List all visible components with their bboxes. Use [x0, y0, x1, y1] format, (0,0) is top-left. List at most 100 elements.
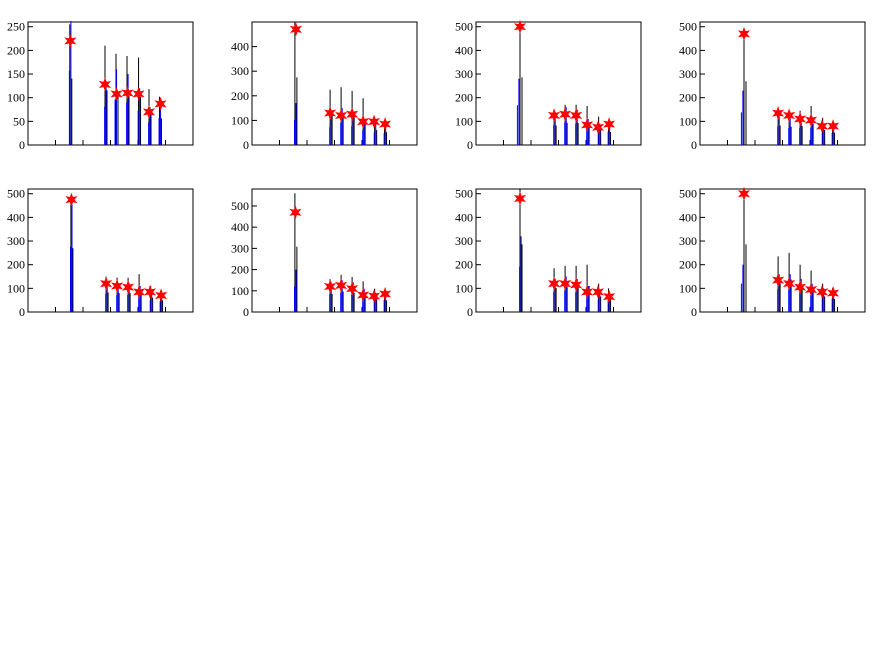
peak-marker — [737, 186, 751, 201]
peak-marker — [805, 113, 818, 128]
chart-panel-c4: 0 100 200 300 400 500 — [7, 187, 194, 319]
peak-marker — [289, 205, 302, 220]
y-tick-label: 200 — [679, 258, 697, 272]
peak-marker — [816, 119, 829, 134]
peak-marker — [379, 286, 392, 301]
y-tick-label: 200 — [231, 89, 249, 103]
peak-marker — [592, 120, 605, 135]
y-tick-label: 200 — [7, 258, 25, 272]
peak-marker — [121, 85, 134, 100]
peak-marker — [827, 286, 840, 301]
peak-marker — [379, 117, 392, 132]
y-tick-label: 500 — [231, 199, 249, 213]
plot-frame — [27, 21, 194, 146]
y-tick-label: 200 — [231, 263, 249, 277]
y-tick-label: 200 — [455, 91, 473, 105]
plot-frame — [27, 188, 194, 313]
peak-marker — [335, 278, 348, 293]
y-tick-label: 500 — [455, 187, 473, 201]
y-tick-label: 300 — [455, 67, 473, 81]
peak-marker — [335, 108, 348, 123]
y-tick-label: 0 — [243, 138, 249, 152]
y-tick-label: 200 — [455, 258, 473, 272]
y-tick-label: 300 — [679, 234, 697, 248]
peak-marker — [368, 114, 381, 129]
peak-marker — [548, 108, 561, 123]
chart-panel-c6: 0 100 200 300 400 500 — [455, 187, 642, 319]
peak-marker — [737, 26, 751, 41]
y-tick-label: 100 — [679, 114, 697, 128]
peak-marker — [142, 104, 156, 119]
peak-marker — [98, 77, 112, 92]
y-tick-label: 300 — [679, 67, 697, 81]
peak-marker — [100, 276, 113, 291]
y-tick-label: 200 — [679, 91, 697, 105]
y-tick-label: 0 — [467, 305, 473, 319]
y-tick-label: 0 — [467, 138, 473, 152]
peak-marker — [603, 289, 616, 304]
peak-marker — [65, 192, 78, 207]
y-tick-label: 400 — [231, 40, 249, 54]
peak-marker — [581, 284, 594, 299]
peak-marker — [324, 279, 337, 294]
peak-marker — [548, 276, 561, 291]
plot-frame — [475, 188, 642, 313]
y-tick-label: 400 — [455, 210, 473, 224]
peak-marker — [368, 289, 381, 304]
chart-panel-c0: 0 50 100 150 200 250 — [7, 20, 194, 152]
plot-frame — [251, 21, 418, 146]
y-tick-label: 0 — [691, 305, 697, 319]
peak-marker — [794, 111, 807, 126]
peak-marker — [783, 276, 796, 291]
plot-frame — [475, 21, 642, 146]
y-tick-label: 50 — [13, 114, 25, 128]
peak-marker — [110, 86, 123, 101]
peak-marker — [346, 107, 359, 122]
y-tick-label: 400 — [679, 210, 697, 224]
y-tick-label: 500 — [679, 187, 697, 201]
chart-panel-c1: 0 100 200 300 400 — [231, 21, 418, 152]
peak-marker — [772, 273, 785, 288]
peak-marker — [581, 117, 594, 132]
y-tick-label: 500 — [679, 20, 697, 34]
y-tick-label: 400 — [231, 220, 249, 234]
y-tick-label: 300 — [455, 234, 473, 248]
peak-marker — [559, 107, 572, 122]
peak-marker — [133, 284, 146, 299]
peak-marker — [816, 284, 829, 299]
y-tick-label: 0 — [691, 138, 697, 152]
peak-marker — [592, 284, 605, 299]
peak-marker — [357, 288, 370, 303]
peak-marker — [144, 284, 157, 299]
peak-marker — [559, 276, 572, 291]
y-tick-label: 300 — [231, 64, 249, 78]
peak-marker — [827, 119, 840, 134]
y-tick-label: 300 — [231, 241, 249, 255]
y-tick-label: 150 — [7, 67, 25, 81]
chart-panel-c2: 0 100 200 300 400 500 — [455, 19, 642, 152]
y-tick-label: 300 — [7, 234, 25, 248]
peak-marker — [132, 86, 145, 101]
chart-panel-c7: 0 100 200 300 400 500 — [679, 186, 866, 319]
peak-marker — [324, 106, 337, 121]
peak-marker — [794, 280, 807, 295]
y-tick-label: 400 — [7, 210, 25, 224]
y-tick-label: 100 — [455, 281, 473, 295]
peak-marker — [111, 278, 124, 293]
peak-marker — [603, 117, 616, 132]
peak-marker — [513, 191, 527, 206]
plot-frame — [251, 188, 418, 313]
y-tick-label: 200 — [7, 43, 25, 57]
y-tick-label: 100 — [679, 281, 697, 295]
y-tick-label: 100 — [7, 91, 25, 105]
y-tick-label: 100 — [7, 281, 25, 295]
y-tick-label: 500 — [7, 187, 25, 201]
y-tick-label: 0 — [19, 305, 25, 319]
peak-marker — [570, 108, 583, 123]
y-tick-label: 400 — [455, 43, 473, 57]
chart-panel-c5: 0 100 200 300 400 500 — [231, 188, 418, 319]
y-tick-label: 100 — [231, 284, 249, 298]
peak-marker — [772, 106, 785, 121]
y-tick-label: 250 — [7, 20, 25, 34]
